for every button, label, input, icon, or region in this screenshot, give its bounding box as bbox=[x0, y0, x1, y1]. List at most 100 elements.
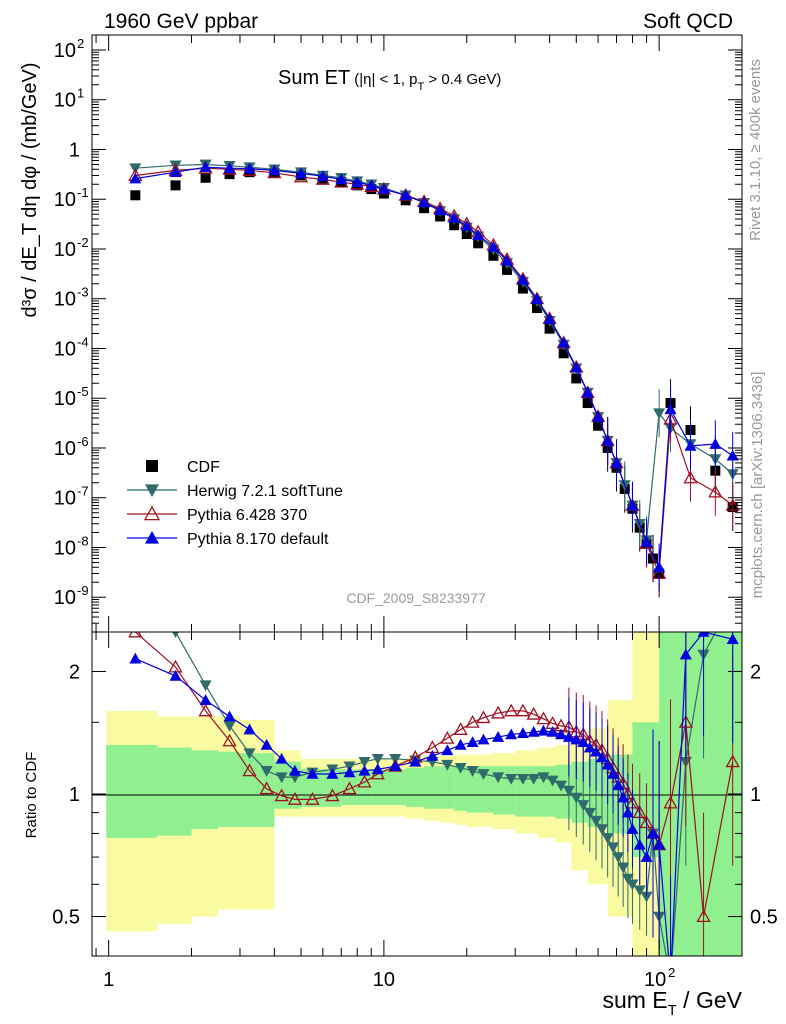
main-point-cdf bbox=[473, 238, 484, 249]
ratio-point-herwig bbox=[640, 891, 653, 903]
main-point-cdf bbox=[571, 373, 582, 384]
main-point-pythia8 bbox=[365, 179, 378, 191]
main-line-pythia8 bbox=[135, 166, 734, 570]
green-band-bin bbox=[571, 761, 588, 823]
x-axis-label: sum ET / GeV bbox=[602, 987, 742, 1019]
ratio-point-herwig bbox=[223, 721, 236, 732]
main-point-pythia8 bbox=[581, 386, 594, 398]
ratio-point-herwig bbox=[590, 815, 603, 827]
main-title-cut-end: > 0.4 GeV) bbox=[424, 71, 501, 88]
main-point-pythia8 bbox=[243, 162, 256, 174]
ratio-point-pythia8 bbox=[583, 741, 596, 753]
x-tick-label: 1 bbox=[103, 969, 114, 991]
ratio-point-herwig bbox=[583, 807, 596, 819]
main-y-tick-label: 10 bbox=[54, 189, 76, 211]
ratio-y-tick-label-right: 2 bbox=[750, 661, 761, 683]
ratio-point-pythia8 bbox=[129, 652, 142, 664]
ratio-point-herwig bbox=[562, 785, 575, 797]
main-y-tick-label: 10 bbox=[54, 537, 76, 559]
ratio-point-herwig bbox=[516, 773, 529, 785]
ratio-point-pythia8 bbox=[343, 766, 356, 778]
ratio-point-herwig bbox=[633, 885, 646, 897]
ratio-point-pythia8 bbox=[607, 767, 620, 779]
right-title: Soft QCD bbox=[643, 10, 733, 33]
ratio-point-pythia8 bbox=[617, 791, 630, 803]
ratio-point-pythia8 bbox=[505, 728, 518, 740]
main-point-cdf bbox=[461, 229, 472, 239]
ratio-point-pythia8 bbox=[275, 752, 288, 764]
ratio-y-label: Ratio to CDF bbox=[23, 752, 40, 839]
legend-marker-cdf bbox=[146, 460, 158, 472]
legend-label-pythia6: Pythia 6.428 370 bbox=[187, 507, 307, 524]
ratio-point-pythia8 bbox=[590, 745, 603, 757]
main-series-layer bbox=[128, 159, 740, 598]
ratio-point-pythia6 bbox=[128, 632, 143, 638]
main-point-pythia8 bbox=[610, 456, 623, 468]
ratio-point-pythia8 bbox=[612, 779, 625, 791]
ratio-point-herwig bbox=[505, 773, 518, 785]
green-band-bin bbox=[424, 766, 441, 809]
main-point-pythia8 bbox=[351, 176, 364, 187]
ratio-bands bbox=[106, 632, 742, 956]
main-y-label: d³σ / dE_T dη dφ / (mb/GeV) bbox=[19, 62, 41, 317]
ratio-point-pythia8 bbox=[441, 744, 454, 756]
ratio-y-tick-label: 0.5 bbox=[52, 907, 80, 929]
main-point-herwig bbox=[169, 160, 182, 172]
ratio-point-pythia8 bbox=[326, 767, 339, 779]
main-point-pythia6 bbox=[725, 498, 740, 511]
ratio-point-herwig bbox=[172, 632, 179, 638]
main-point-pythia8 bbox=[448, 211, 461, 223]
ratio-y-tick-label-right: 0.5 bbox=[750, 907, 778, 929]
ratio-point-pythia6 bbox=[696, 909, 711, 922]
main-point-pythia8 bbox=[199, 161, 212, 173]
main-point-cdf bbox=[593, 420, 604, 431]
main-y-tick-label: 10 bbox=[54, 289, 76, 311]
main-point-cdf bbox=[200, 172, 211, 183]
ratio-point-pythia6 bbox=[476, 710, 491, 724]
main-point-pythia8 bbox=[399, 189, 412, 201]
ratio-point-pythia6 bbox=[725, 754, 740, 768]
ratio-y-tick-label: 2 bbox=[69, 661, 80, 683]
x-tick-exponent: 2 bbox=[668, 965, 675, 980]
main-point-pythia8 bbox=[640, 535, 653, 547]
ratio-point-herwig bbox=[129, 568, 141, 579]
main-y-tick-exponent: -8 bbox=[77, 533, 89, 548]
ratio-point-pythia8 bbox=[477, 733, 490, 745]
ratio-point-pythia8 bbox=[577, 736, 590, 748]
ratio-point-pythia8 bbox=[570, 733, 583, 745]
ratio-point-pythia8 bbox=[409, 755, 422, 767]
ratio-point-pythia8 bbox=[516, 727, 529, 739]
main-point-pythia8 bbox=[418, 196, 431, 208]
ratio-point-herwig bbox=[626, 879, 639, 891]
ratio-point-pythia8 bbox=[679, 648, 692, 660]
ratio-point-pythia8 bbox=[527, 726, 540, 737]
main-x-ticks bbox=[95, 35, 743, 632]
x-tick-label: 10 bbox=[644, 969, 666, 991]
ratio-point-pythia8 bbox=[260, 738, 273, 750]
ratio-point-pythia8 bbox=[169, 669, 182, 681]
ratio-point-herwig bbox=[555, 780, 568, 792]
ratio-point-pythia8 bbox=[454, 738, 467, 750]
ratio-point-pythia6 bbox=[222, 733, 237, 747]
ratio-point-pythia6 bbox=[440, 731, 455, 744]
ratio-point-herwig bbox=[612, 852, 625, 864]
ratio-point-pythia6 bbox=[325, 788, 340, 802]
ratio-point-pythia8 bbox=[537, 724, 550, 736]
main-point-pythia8 bbox=[531, 293, 544, 304]
green-band-bin bbox=[106, 744, 158, 838]
ratio-point-herwig bbox=[601, 833, 614, 844]
x-axis-label-text: sum E bbox=[602, 987, 667, 1013]
main-point-pythia8 bbox=[472, 229, 485, 240]
legend-label-cdf: CDF bbox=[187, 459, 220, 476]
green-band-bin bbox=[383, 769, 406, 805]
main-point-cdf bbox=[582, 398, 593, 409]
main-y-tick-exponent: -9 bbox=[77, 583, 89, 598]
main-point-cdf bbox=[449, 220, 460, 231]
ratio-point-pythia8 bbox=[492, 731, 505, 742]
green-band-bin bbox=[440, 766, 455, 809]
main-point-pythia8 bbox=[316, 170, 329, 182]
ratio-point-pythia8 bbox=[426, 749, 439, 761]
main-point-pythia8 bbox=[684, 439, 697, 451]
main-title-cut: (|η| < 1, p bbox=[354, 71, 417, 88]
